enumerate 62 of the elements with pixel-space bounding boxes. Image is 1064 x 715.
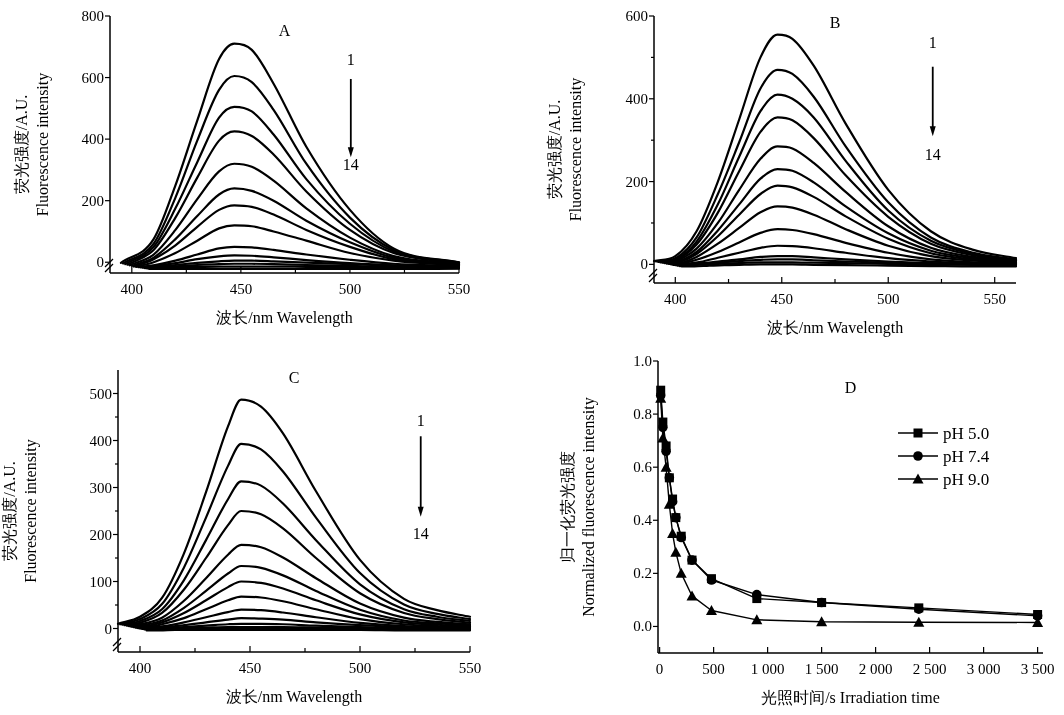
y-axis-title: 荧光强度/A.U. Fluorescence intensity [1,439,40,583]
legend-label: pH 7.4 [943,447,990,466]
y-tick-label: 0.8 [633,406,652,423]
y-tick-label: 500 [89,385,112,402]
y-tick-label: 600 [625,8,648,24]
x-tick-label: 450 [229,281,253,297]
x-tick-label: 450 [238,660,262,676]
y-tick-label: 200 [89,526,112,543]
x-tick-label: 400 [120,281,144,297]
chart-title: B [829,14,841,31]
x-tick-label: 500 [702,661,725,677]
y-tick-label: 400 [625,90,648,107]
chart-title: A [278,22,291,39]
legend-label: pH 5.0 [943,424,990,443]
x-tick-label: 2 500 [912,661,947,677]
y-tick-label: 300 [89,479,112,496]
x-tick-label: 550 [447,281,471,297]
y-tick-label: 400 [89,432,112,449]
x-axis-title: 波长/nm Wavelength [225,688,363,706]
y-axis-title: 荧光强度/A.U. Fluorescence intensity [546,77,585,222]
x-tick-label: 3 500 [1020,661,1055,677]
x-tick-label: 0 [655,661,664,677]
x-axis-title: 光照时间/s Irradiation time [761,689,940,706]
annotation: 1 [346,50,355,68]
y-tick-label: 600 [81,69,104,86]
x-axis-title: 波长/nm Wavelength [216,309,353,327]
x-tick-label: 400 [664,291,687,307]
y-tick-label: 0 [104,620,112,637]
y-tick-label: 0.4 [633,512,653,529]
y-tick-label: 0 [96,254,104,271]
x-tick-label: 1 000 [750,661,785,677]
y-tick-label: 0.6 [633,459,653,476]
x-tick-label: 1 500 [804,661,839,677]
y-tick-label: 200 [625,173,648,190]
y-tick-label: 1.0 [633,353,652,369]
y-tick-label: 0.0 [633,618,652,635]
y-tick-label: 200 [81,192,104,209]
annotation: 1 [416,412,425,430]
x-tick-label: 450 [770,291,794,307]
x-tick-label: 500 [338,281,362,297]
y-axis-title: 荧光强度/A.U. Fluorescence intensity [13,72,52,217]
annotation: 14 [412,525,429,543]
x-tick-label: 2 000 [858,661,893,677]
x-tick-label: 400 [128,660,152,676]
annotation: 1 [928,34,937,52]
x-tick-label: 3 000 [966,661,1001,677]
y-tick-label: 100 [89,573,112,590]
annotation: 14 [924,146,941,164]
x-tick-label: 550 [983,291,1006,307]
y-tick-label: 800 [81,8,104,24]
y-tick-label: 400 [81,131,104,148]
y-axis-title: 归一化荧光强度 Normalized fluorescence intensity [559,397,598,617]
x-tick-label: 500 [876,291,900,307]
annotation: 14 [342,156,359,174]
y-tick-label: 0 [640,256,648,273]
x-tick-label: 550 [458,660,482,676]
x-tick-label: 500 [348,660,372,676]
x-axis-title: 波长/nm Wavelength [766,319,904,337]
chart-title: C [288,369,300,386]
y-tick-label: 0.2 [633,565,652,582]
text: D [844,379,857,396]
legend-label: pH 9.0 [943,470,990,489]
